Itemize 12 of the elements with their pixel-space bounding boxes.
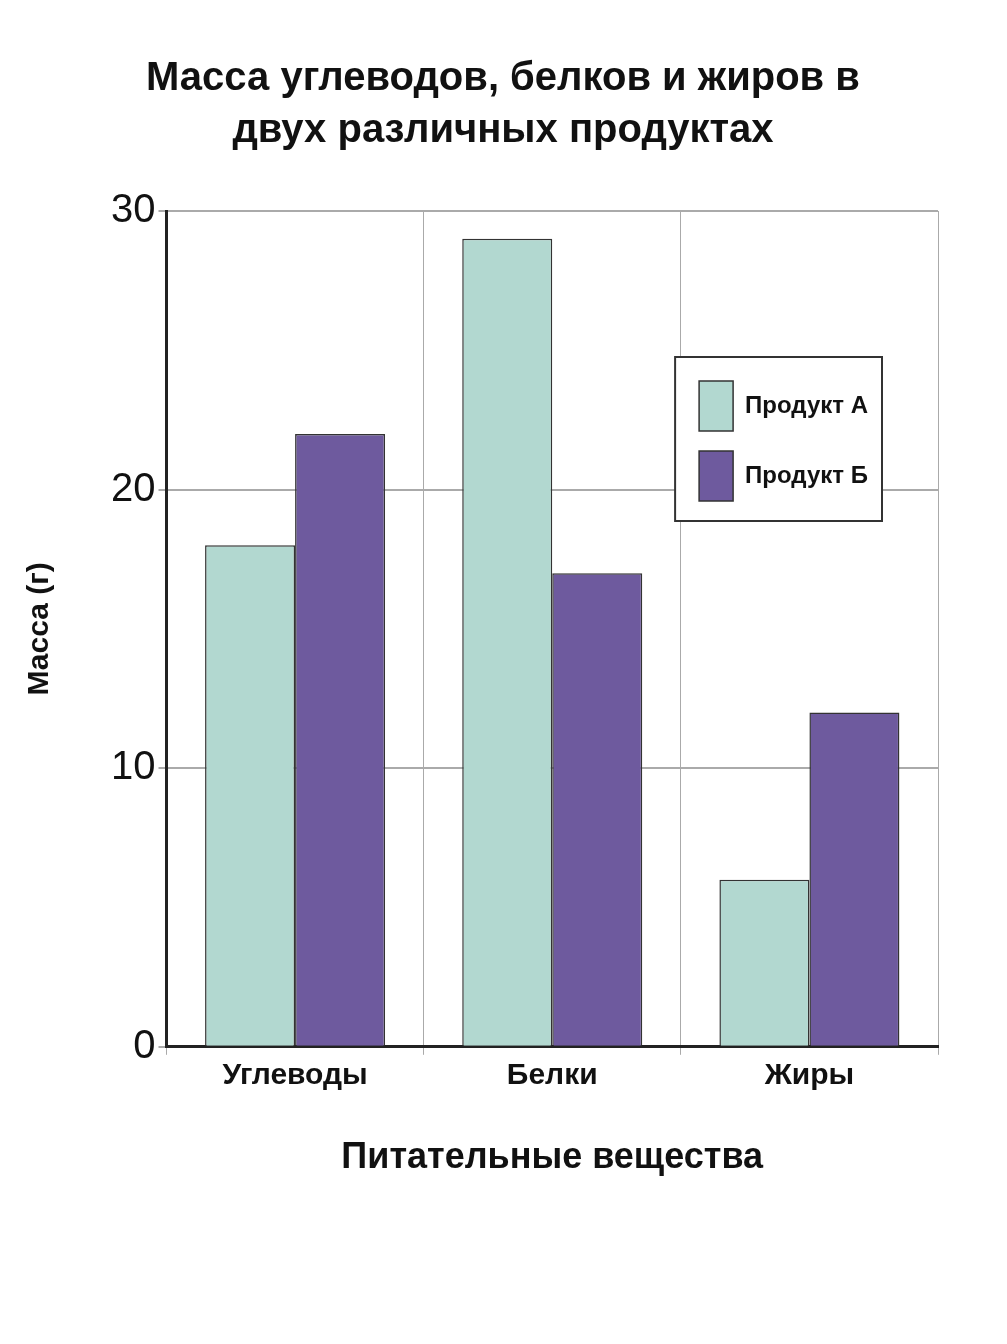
chart-title: Масса углеводов, белков и жиров в двух различных продуктах [145, 53, 861, 152]
x-axis-title: Питательные вещества [341, 1135, 765, 1177]
y-tick-label: 20 [110, 464, 156, 509]
y-axis-title: Масса (г) [21, 562, 55, 696]
legend-label: Продукт Б [745, 460, 868, 488]
x-tick-label: Белки [506, 1057, 598, 1091]
y-tick-label: 0 [133, 1021, 156, 1066]
x-tick-label: Углеводы [222, 1057, 368, 1091]
y-tick-label: 10 [110, 743, 156, 788]
x-tick-label: Жиры [763, 1057, 855, 1091]
y-tick-label: 30 [110, 186, 156, 231]
legend-label: Продукт А [745, 390, 869, 418]
